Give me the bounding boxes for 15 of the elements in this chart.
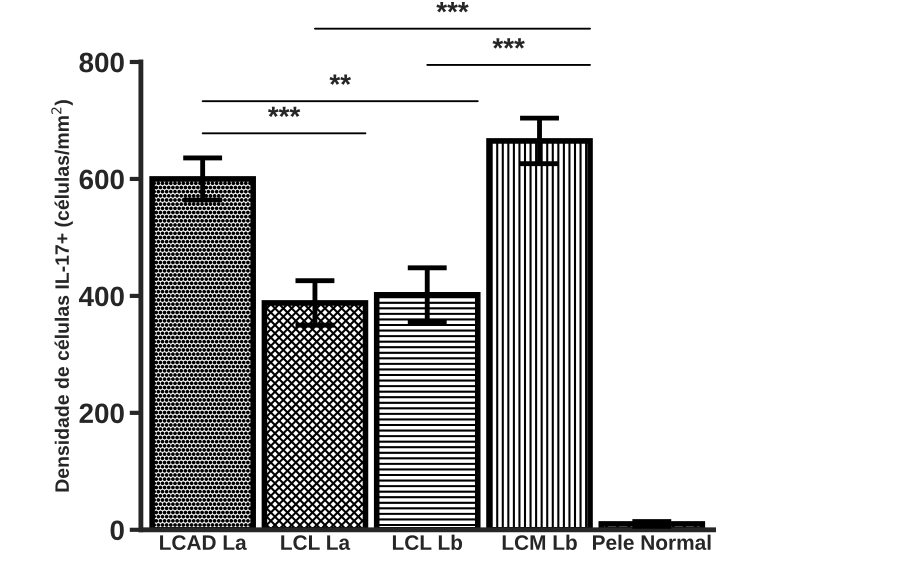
annotation: ** [329,74,351,85]
x-tick-label: LCL Lb [392,534,462,550]
annotation: *** [268,106,300,118]
y-tick-label: 600 [80,170,124,190]
text: *** [436,2,469,12]
x-tick-label: LCL La [281,535,350,550]
y-tick-label: 800 [79,52,124,72]
y-tick-label: 400 [79,286,124,306]
x-tick-label: LCM Lb [502,534,577,550]
y-axis-title: Densidade de células IL-17+ (células/mm$^{2}$) [51,100,73,492]
y-tick-label: 0 [110,520,124,540]
x-tick-label: Pele Normal [592,534,711,550]
text: *** [492,38,525,49]
y-tick-label: 200 [80,404,124,424]
x-tick-label: LCAD La [160,535,247,550]
